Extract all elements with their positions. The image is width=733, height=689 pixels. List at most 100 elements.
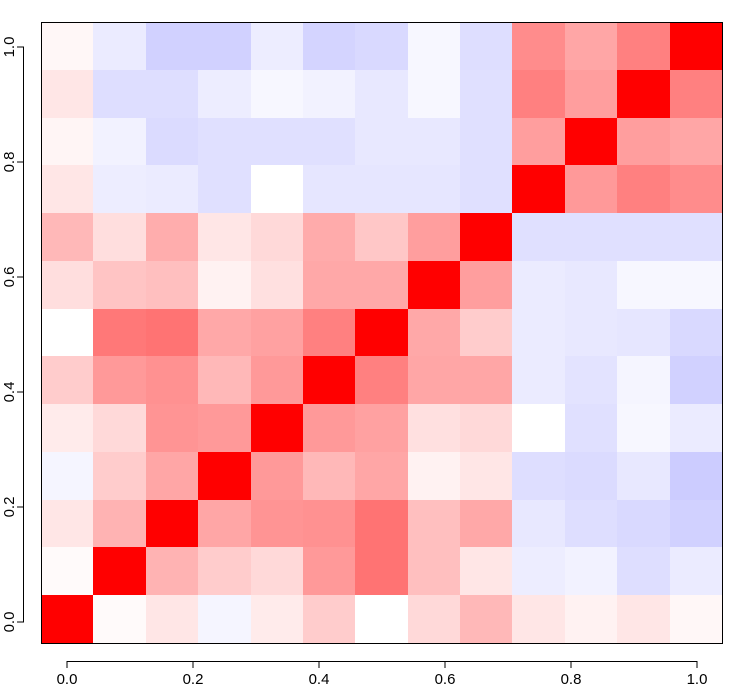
heatmap-cell bbox=[93, 500, 146, 547]
heatmap-cell bbox=[251, 452, 303, 500]
heatmap-cell bbox=[617, 213, 670, 261]
x-tick-label: 0.6 bbox=[435, 671, 456, 688]
heatmap-cell bbox=[408, 595, 460, 643]
heatmap-cell bbox=[355, 309, 408, 356]
y-axis: 0.0 0.2 0.4 0.6 0.8 1.0 bbox=[1, 37, 24, 632]
heatmap-cell bbox=[460, 309, 512, 356]
heatmap-cell bbox=[565, 452, 617, 500]
heatmap-cell bbox=[251, 70, 303, 118]
heatmap-cell bbox=[355, 452, 408, 500]
heatmap-cell bbox=[670, 356, 722, 404]
heatmap-cell bbox=[670, 500, 722, 547]
heatmap-cell bbox=[146, 213, 198, 261]
heatmap-cell bbox=[251, 261, 303, 309]
heatmap-cell bbox=[93, 70, 146, 118]
heatmap-cell bbox=[460, 452, 512, 500]
heatmap-cell bbox=[251, 500, 303, 547]
heatmap-cell bbox=[93, 547, 146, 595]
heatmap-cell bbox=[670, 452, 722, 500]
heatmap-cell bbox=[93, 309, 146, 356]
heatmap-cell bbox=[303, 261, 355, 309]
heatmap-cell bbox=[670, 118, 722, 165]
heatmap-cell bbox=[303, 309, 355, 356]
heatmap-cell bbox=[93, 118, 146, 165]
heatmap-cell bbox=[93, 356, 146, 404]
heatmap-cell bbox=[408, 452, 460, 500]
heatmap-cell bbox=[512, 213, 565, 261]
heatmap-cell bbox=[617, 165, 670, 213]
heatmap-cell bbox=[251, 22, 303, 70]
heatmap-cell bbox=[198, 165, 251, 213]
heatmap-cell bbox=[670, 595, 722, 643]
heatmap-cell bbox=[355, 22, 408, 70]
heatmap-cell bbox=[512, 547, 565, 595]
heatmap-cell bbox=[198, 22, 251, 70]
heatmap-cell bbox=[41, 547, 93, 595]
heatmap-cell bbox=[198, 404, 251, 452]
heatmap-cell bbox=[512, 452, 565, 500]
heatmap-cell bbox=[512, 165, 565, 213]
plot-frame bbox=[41, 22, 723, 644]
heatmap-cell bbox=[41, 452, 93, 500]
heatmap-cell bbox=[251, 309, 303, 356]
heatmap-cell bbox=[565, 500, 617, 547]
heatmap-cell bbox=[408, 22, 460, 70]
heatmap-cell bbox=[41, 500, 93, 547]
heatmap-cell bbox=[670, 70, 722, 118]
heatmap-cell bbox=[93, 452, 146, 500]
heatmap-cell bbox=[460, 213, 512, 261]
heatmap-cell bbox=[198, 213, 251, 261]
heatmap-cell bbox=[408, 261, 460, 309]
heatmap-cell bbox=[408, 356, 460, 404]
heatmap-cell bbox=[251, 404, 303, 452]
heatmap-cell bbox=[93, 595, 146, 643]
heatmap-cell bbox=[460, 165, 512, 213]
heatmap-cell bbox=[93, 165, 146, 213]
heatmap-cell bbox=[41, 118, 93, 165]
y-tick-label: 0.4 bbox=[1, 382, 18, 403]
heatmap-cell bbox=[146, 404, 198, 452]
heatmap-cell bbox=[355, 500, 408, 547]
heatmap-cell bbox=[41, 595, 93, 643]
heatmap-cell bbox=[41, 404, 93, 452]
heatmap-cell bbox=[251, 118, 303, 165]
heatmap-cell bbox=[198, 547, 251, 595]
heatmap-cell bbox=[93, 404, 146, 452]
heatmap-cell bbox=[617, 500, 670, 547]
heatmap-cell bbox=[303, 500, 355, 547]
heatmap-cell bbox=[198, 595, 251, 643]
heatmap-cell bbox=[303, 70, 355, 118]
heatmap-cell bbox=[146, 500, 198, 547]
heatmap-cell bbox=[408, 500, 460, 547]
heatmap-cell bbox=[303, 213, 355, 261]
x-tick-label: 0.2 bbox=[183, 671, 204, 688]
heatmap-cell bbox=[198, 500, 251, 547]
heatmap-cell bbox=[198, 118, 251, 165]
heatmap-cell bbox=[41, 70, 93, 118]
heatmap-cell bbox=[146, 118, 198, 165]
heatmap-cell bbox=[617, 309, 670, 356]
heatmap-cell bbox=[303, 547, 355, 595]
heatmap-cell bbox=[41, 165, 93, 213]
heatmap-cell bbox=[670, 165, 722, 213]
heatmap-cell bbox=[146, 547, 198, 595]
heatmap-cell bbox=[670, 22, 722, 70]
heatmap-cell bbox=[460, 356, 512, 404]
heatmap-cell bbox=[670, 213, 722, 261]
heatmap-cell bbox=[355, 595, 408, 643]
heatmap-cell bbox=[460, 595, 512, 643]
heatmap-cell bbox=[303, 118, 355, 165]
heatmap-cell bbox=[303, 452, 355, 500]
heatmap-cell bbox=[146, 595, 198, 643]
heatmap-cell bbox=[565, 213, 617, 261]
heatmap-cell bbox=[617, 70, 670, 118]
heatmap-cell bbox=[41, 356, 93, 404]
heatmap-cell bbox=[617, 118, 670, 165]
heatmap-cell bbox=[198, 261, 251, 309]
heatmap-cell bbox=[41, 22, 93, 70]
heatmap-cell bbox=[617, 595, 670, 643]
heatmap-cell bbox=[512, 22, 565, 70]
heatmap-cell bbox=[146, 165, 198, 213]
heatmap-cell bbox=[565, 261, 617, 309]
heatmap-cell bbox=[670, 261, 722, 309]
